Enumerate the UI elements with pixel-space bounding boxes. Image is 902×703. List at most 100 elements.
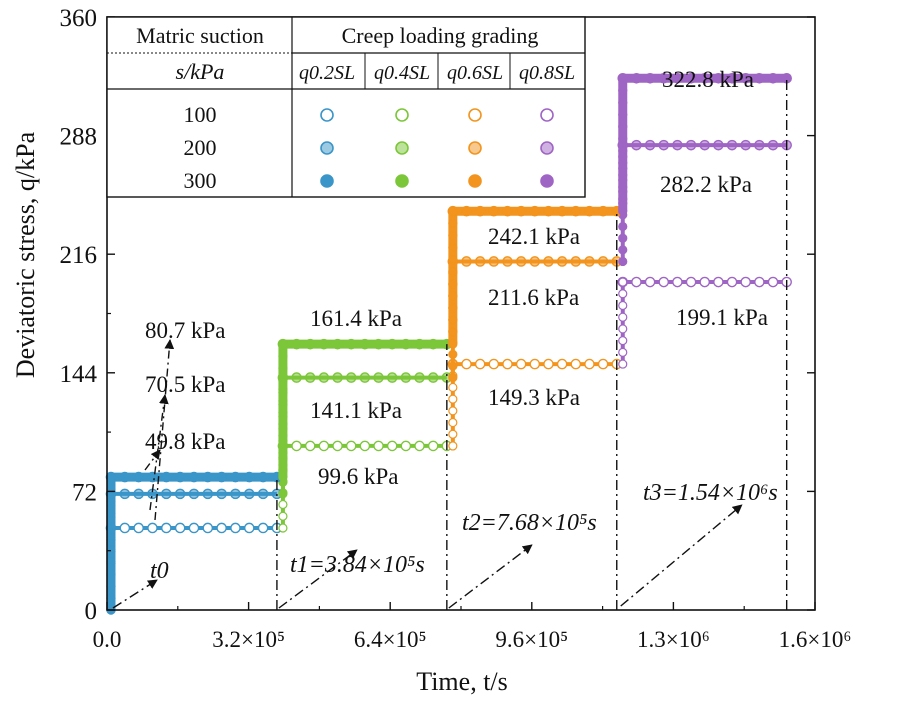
data-point (332, 440, 343, 452)
legend-stage-label: q0.8SL (519, 62, 575, 84)
riser-point (448, 315, 458, 325)
data-point (631, 139, 642, 151)
data-point (202, 488, 214, 500)
legend-suction-label: 200 (184, 135, 217, 160)
legend-marker (540, 174, 554, 188)
data-point (570, 256, 582, 267)
legend-subheader: s/kPa (176, 59, 225, 84)
legend: Matric suction s/kPa Creep loading grading… (106, 16, 586, 198)
data-point (699, 276, 711, 288)
value-label: 211.6 kPa (488, 285, 579, 310)
value-label: 199.1 kPa (676, 305, 768, 330)
data-point (257, 471, 269, 483)
riser-point (618, 245, 628, 255)
riser-point (106, 544, 116, 555)
riser-point (448, 349, 458, 359)
riser-point (278, 448, 288, 458)
data-point (291, 372, 302, 383)
data-point (461, 205, 472, 217)
data-point (188, 471, 200, 483)
time-marker-layer: t0 t1=3.84×10⁵s t2=7.68×10⁵s t3=1.54×10⁶s (112, 78, 788, 610)
legend-marker (468, 141, 482, 155)
riser-point (278, 489, 288, 499)
data-point (400, 440, 412, 452)
data-point (400, 338, 412, 350)
legend-marker (320, 141, 334, 155)
data-point (488, 256, 500, 267)
data-point (359, 338, 371, 350)
legend-marker (320, 174, 334, 188)
data-point (133, 488, 144, 500)
data-point (119, 488, 131, 500)
data-point (754, 276, 765, 288)
data-point (502, 205, 513, 217)
data-point (318, 338, 330, 350)
data-point (332, 372, 343, 383)
riser-point (106, 557, 116, 567)
data-point (318, 372, 330, 383)
legend-marker (395, 174, 409, 188)
value-label: 49.8 kPa (145, 429, 226, 454)
data-point (414, 440, 425, 452)
value-label: 99.6 kPa (318, 464, 399, 489)
data-point (474, 205, 486, 217)
value-label: 80.7 kPa (145, 318, 226, 343)
data-point (556, 205, 568, 217)
data-point (133, 522, 144, 534)
data-point (685, 72, 697, 84)
data-point (699, 72, 711, 84)
data-point (119, 471, 131, 483)
data-point (631, 72, 642, 84)
data-point (174, 522, 186, 534)
time-arrow (278, 549, 358, 609)
riser-point (618, 221, 628, 232)
data-point (474, 256, 486, 267)
data-point (658, 72, 670, 84)
data-point (373, 372, 384, 383)
riser-point (448, 441, 458, 451)
data-point (174, 471, 186, 483)
value-label: 149.3 kPa (488, 385, 580, 410)
riser-point (106, 496, 116, 506)
data-point (147, 471, 158, 483)
annotation-layer: 80.7 kPa 70.5 kPa 49.8 kPa 161.4 kPa 141.1 k… (144, 67, 768, 521)
riser-point (278, 375, 288, 385)
data-point (345, 440, 357, 452)
data-point (304, 440, 316, 452)
riser-point (448, 406, 458, 416)
y-tick-label: 0 (85, 598, 98, 625)
data-point (147, 522, 158, 534)
time-marker-label: t3=1.54×10⁶s (643, 480, 778, 506)
data-point (570, 205, 582, 217)
legend-suction-label: 300 (184, 168, 217, 193)
data-point (161, 488, 172, 500)
data-point (584, 256, 595, 267)
data-point (767, 72, 779, 84)
riser-point (618, 158, 628, 168)
riser-point (448, 279, 458, 289)
riser-point (618, 182, 628, 192)
series-300 (105, 72, 792, 615)
label-arrow (144, 449, 161, 471)
riser-point (106, 532, 116, 543)
legend-marker (540, 108, 554, 122)
data-point (658, 276, 670, 288)
riser-point (448, 327, 458, 337)
label-arrow (154, 339, 175, 521)
data-point (202, 471, 214, 483)
value-label: 70.5 kPa (145, 372, 226, 397)
riser-point (618, 277, 628, 287)
value-label: 161.4 kPa (310, 306, 402, 331)
data-point (230, 522, 241, 534)
data-point (644, 276, 656, 288)
riser-point (618, 122, 628, 132)
data-point (740, 139, 752, 151)
data-point (658, 139, 670, 151)
legend-stage-label: q0.4SL (374, 62, 430, 84)
riser-point (278, 523, 288, 533)
riser-point (618, 170, 628, 180)
legend-marker (395, 108, 409, 122)
data-point (345, 338, 357, 350)
data-point (202, 522, 214, 534)
data-point (359, 440, 371, 452)
